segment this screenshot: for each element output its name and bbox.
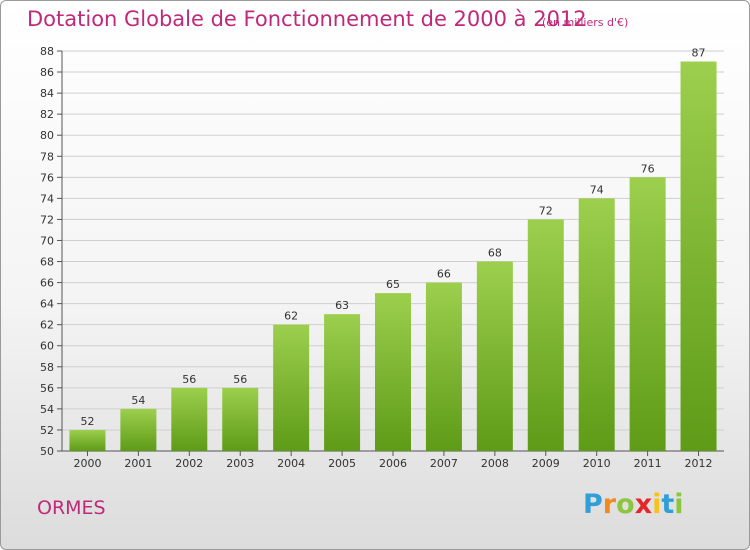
x-tick-label: 2012 [685, 457, 713, 470]
bar [476, 261, 513, 451]
bar-value-label: 54 [131, 394, 145, 407]
y-tick-label: 86 [40, 66, 54, 79]
bar [629, 177, 666, 451]
y-tick-label: 88 [40, 45, 54, 58]
logo-letter: P [583, 489, 603, 520]
x-tick-label: 2006 [379, 457, 407, 470]
x-tick-label: 2001 [124, 457, 152, 470]
logo-letter: i [652, 489, 662, 520]
bar [425, 282, 462, 451]
bar-value-label: 65 [386, 278, 400, 291]
bar [273, 324, 310, 451]
y-tick-label: 68 [40, 256, 54, 269]
x-tick-label: 2011 [634, 457, 662, 470]
x-tick-label: 2002 [175, 457, 203, 470]
logo-letter: o [616, 489, 635, 520]
bar [375, 293, 411, 451]
bar-value-label: 87 [692, 47, 706, 60]
chart-title: Dotation Globale de Fonctionnement de 20… [27, 7, 587, 31]
y-tick-label: 58 [40, 361, 54, 374]
logo-letter: t [661, 489, 675, 520]
y-tick-label: 56 [40, 382, 54, 395]
bar [680, 61, 717, 452]
x-tick-label: 2009 [532, 457, 560, 470]
bar [578, 198, 615, 451]
commune-name: ORMES [37, 497, 106, 519]
bar-value-label: 63 [335, 299, 349, 312]
bar [324, 314, 361, 451]
x-tick-label: 2010 [583, 457, 611, 470]
y-tick-label: 52 [40, 424, 54, 437]
y-tick-label: 54 [40, 403, 54, 416]
x-tick-label: 2008 [481, 457, 509, 470]
proxiti-logo: Proxiti [583, 489, 684, 520]
bar-value-label: 74 [590, 183, 604, 196]
bar-value-label: 62 [284, 310, 298, 323]
y-tick-label: 62 [40, 319, 54, 332]
bar-value-label: 56 [182, 373, 196, 386]
y-tick-label: 66 [40, 277, 54, 290]
logo-letter: x [634, 489, 653, 520]
y-tick-label: 74 [40, 192, 54, 205]
y-tick-label: 60 [40, 340, 54, 353]
y-tick-label: 70 [40, 234, 54, 247]
x-tick-label: 2003 [226, 457, 254, 470]
bar-value-label: 66 [437, 268, 451, 281]
bar [120, 408, 157, 451]
x-tick-label: 2004 [277, 457, 305, 470]
x-tick-label: 2005 [328, 457, 356, 470]
y-tick-label: 64 [40, 298, 54, 311]
chart-subtitle: (en milliers d'€) [542, 16, 629, 29]
bar [171, 387, 208, 451]
y-tick-label: 80 [40, 129, 54, 142]
x-tick-label: 2000 [73, 457, 101, 470]
x-tick-label: 2007 [430, 457, 458, 470]
bar-value-label: 56 [233, 373, 247, 386]
y-tick-label: 78 [40, 150, 54, 163]
bar-value-label: 68 [488, 247, 502, 260]
y-tick-label: 76 [40, 171, 54, 184]
bar [527, 219, 564, 451]
bar-value-label: 52 [80, 415, 94, 428]
logo-letter: r [602, 489, 617, 520]
y-tick-label: 72 [40, 213, 54, 226]
bar-value-label: 72 [539, 204, 553, 217]
bar [222, 387, 259, 451]
y-tick-label: 82 [40, 108, 54, 121]
y-tick-label: 84 [40, 87, 54, 100]
bar-value-label: 76 [641, 162, 655, 175]
y-tick-label: 50 [40, 445, 54, 458]
logo-letter: i [674, 489, 684, 520]
bar [69, 429, 106, 451]
